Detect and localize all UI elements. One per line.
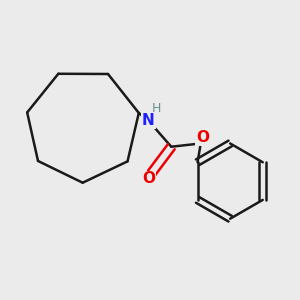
Text: N: N [142,113,155,128]
Text: O: O [142,171,155,186]
Text: O: O [196,130,209,145]
Text: H: H [152,102,161,115]
